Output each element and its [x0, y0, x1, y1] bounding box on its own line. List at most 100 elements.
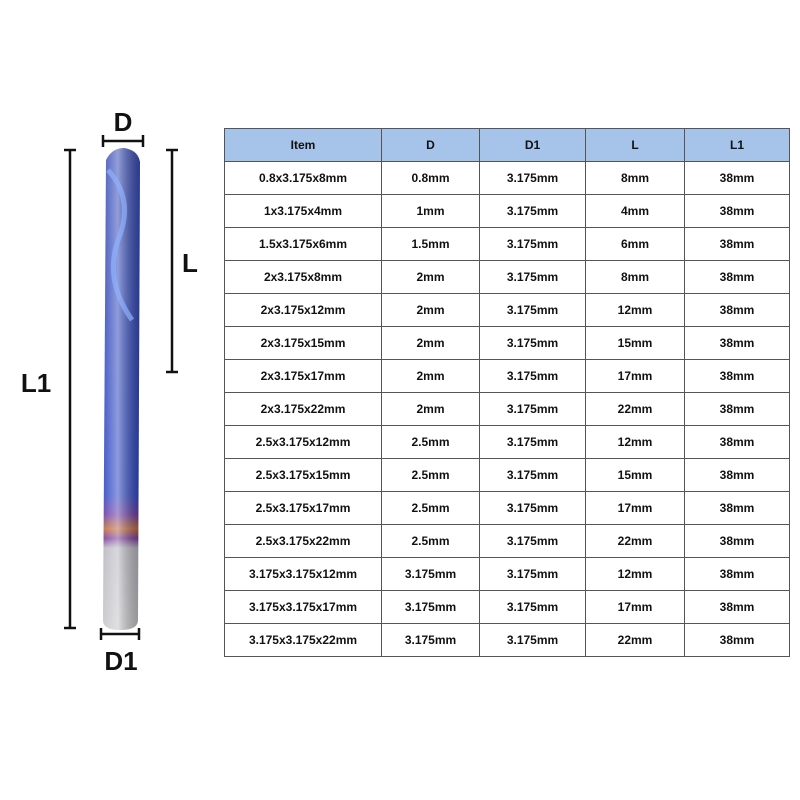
header-cell: L	[585, 128, 685, 162]
table-cell: 2.5x3.175x22mm	[224, 524, 382, 558]
table-row: 1.5x3.175x6mm 1.5mm 3.175mm 6mm 38mm	[224, 227, 790, 261]
table-cell: 2mm	[381, 359, 480, 393]
table-cell: 3.175mm	[479, 623, 586, 657]
table-row: 2x3.175x17mm 2mm 3.175mm 17mm 38mm	[224, 359, 790, 393]
table-cell: 3.175mm	[479, 194, 586, 228]
table-cell: 2.5mm	[381, 458, 480, 492]
table-cell: 38mm	[684, 590, 790, 624]
table-cell: 6mm	[585, 227, 685, 261]
table-cell: 8mm	[585, 161, 685, 195]
table-row: 2.5x3.175x17mm 2.5mm 3.175mm 17mm 38mm	[224, 491, 790, 525]
table-cell: 15mm	[585, 458, 685, 492]
table-cell: 38mm	[684, 161, 790, 195]
table-cell: 3.175mm	[479, 458, 586, 492]
table-cell: 8mm	[585, 260, 685, 294]
table-cell: 2.5x3.175x17mm	[224, 491, 382, 525]
header-cell: D1	[479, 128, 586, 162]
table-cell: 3.175mm	[479, 326, 586, 360]
table-cell: 38mm	[684, 359, 790, 393]
table-cell: 2.5mm	[381, 524, 480, 558]
table-cell: 2.5x3.175x15mm	[224, 458, 382, 492]
table-row: 2x3.175x12mm 2mm 3.175mm 12mm 38mm	[224, 293, 790, 327]
table-cell: 1.5mm	[381, 227, 480, 261]
label-d1: D1	[104, 646, 137, 676]
table-cell: 2x3.175x8mm	[224, 260, 382, 294]
table-cell: 2x3.175x22mm	[224, 392, 382, 426]
header-row: Item D D1 L L1	[224, 128, 790, 162]
table-cell: 38mm	[684, 227, 790, 261]
table-cell: 38mm	[684, 623, 790, 657]
table-row: 0.8x3.175x8mm 0.8mm 3.175mm 8mm 38mm	[224, 161, 790, 195]
table-cell: 22mm	[585, 524, 685, 558]
table-cell: 2mm	[381, 326, 480, 360]
table-cell: 3.175mm	[479, 260, 586, 294]
table-cell: 1.5x3.175x6mm	[224, 227, 382, 261]
table-cell: 2.5mm	[381, 425, 480, 459]
table-row: 3.175x3.175x17mm 3.175mm 3.175mm 17mm 38mm	[224, 590, 790, 624]
table-cell: 3.175mm	[381, 590, 480, 624]
label-d: D	[114, 107, 133, 137]
table-cell: 38mm	[684, 293, 790, 327]
table-cell: 38mm	[684, 326, 790, 360]
table-cell: 3.175x3.175x17mm	[224, 590, 382, 624]
table-cell: 3.175mm	[479, 524, 586, 558]
table-cell: 3.175x3.175x12mm	[224, 557, 382, 591]
table-row: 2x3.175x8mm 2mm 3.175mm 8mm 38mm	[224, 260, 790, 294]
table-row: 2.5x3.175x22mm 2.5mm 3.175mm 22mm 38mm	[224, 524, 790, 558]
table-cell: 2x3.175x17mm	[224, 359, 382, 393]
label-l1: L1	[21, 368, 51, 398]
table-row: 3.175x3.175x12mm 3.175mm 3.175mm 12mm 38mm	[224, 557, 790, 591]
label-l: L	[182, 248, 198, 278]
table-cell: 3.175mm	[479, 161, 586, 195]
header-cell: D	[381, 128, 480, 162]
table-row: 2.5x3.175x12mm 2.5mm 3.175mm 12mm 38mm	[224, 425, 790, 459]
table-cell: 12mm	[585, 293, 685, 327]
table-cell: 2.5mm	[381, 491, 480, 525]
spec-table: Item D D1 L L1 0.8x3.175x8mm 0.8mm 3.175mm 8mm 38…	[224, 128, 790, 657]
table-cell: 22mm	[585, 623, 685, 657]
table-row: 1x3.175x4mm 1mm 3.175mm 4mm 38mm	[224, 194, 790, 228]
table-cell: 3.175mm	[479, 491, 586, 525]
table-cell: 2mm	[381, 392, 480, 426]
table-row: 2.5x3.175x15mm 2.5mm 3.175mm 15mm 38mm	[224, 458, 790, 492]
table-row: 2x3.175x22mm 2mm 3.175mm 22mm 38mm	[224, 392, 790, 426]
table-cell: 38mm	[684, 392, 790, 426]
table-cell: 3.175mm	[479, 293, 586, 327]
table-cell: 17mm	[585, 491, 685, 525]
table-cell: 3.175mm	[479, 557, 586, 591]
table-cell: 38mm	[684, 458, 790, 492]
table-cell: 3.175mm	[479, 359, 586, 393]
table-cell: 4mm	[585, 194, 685, 228]
table-cell: 38mm	[684, 425, 790, 459]
table-cell: 17mm	[585, 359, 685, 393]
table-cell: 12mm	[585, 557, 685, 591]
table-cell: 2mm	[381, 260, 480, 294]
table-cell: 3.175mm	[479, 392, 586, 426]
table-cell: 12mm	[585, 425, 685, 459]
table-cell: 2mm	[381, 293, 480, 327]
table-cell: 1mm	[381, 194, 480, 228]
table-cell: 1x3.175x4mm	[224, 194, 382, 228]
header-cell: L1	[684, 128, 790, 162]
table-cell: 2.5x3.175x12mm	[224, 425, 382, 459]
table-cell: 0.8x3.175x8mm	[224, 161, 382, 195]
table-cell: 38mm	[684, 491, 790, 525]
table-row: 2x3.175x15mm 2mm 3.175mm 15mm 38mm	[224, 326, 790, 360]
table-cell: 0.8mm	[381, 161, 480, 195]
table-cell: 38mm	[684, 194, 790, 228]
header-cell: Item	[224, 128, 382, 162]
table-cell: 2x3.175x15mm	[224, 326, 382, 360]
table-cell: 38mm	[684, 557, 790, 591]
table-cell: 22mm	[585, 392, 685, 426]
table-cell: 3.175mm	[479, 425, 586, 459]
table-cell: 3.175mm	[479, 227, 586, 261]
table-cell: 2x3.175x12mm	[224, 293, 382, 327]
table-row: 3.175x3.175x22mm 3.175mm 3.175mm 22mm 38mm	[224, 623, 790, 657]
table-cell: 3.175mm	[479, 590, 586, 624]
table-cell: 3.175mm	[381, 557, 480, 591]
drill-bit	[103, 148, 140, 630]
table-cell: 3.175mm	[381, 623, 480, 657]
table-cell: 17mm	[585, 590, 685, 624]
table-cell: 38mm	[684, 260, 790, 294]
